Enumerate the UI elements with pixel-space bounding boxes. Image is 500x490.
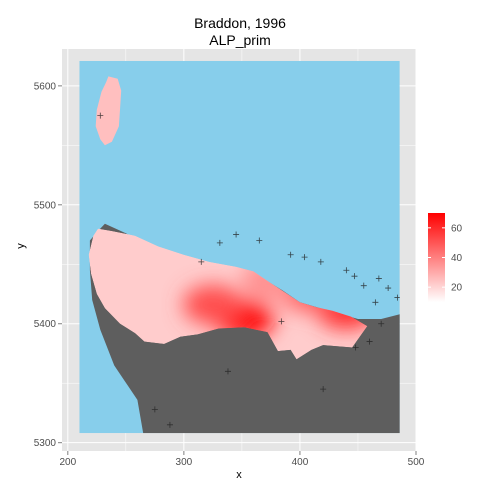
y-tick-label: 5400 <box>34 319 57 330</box>
legend-tick-label: 40 <box>451 253 463 264</box>
legend-ticks: 20 40 60 <box>428 223 463 294</box>
sample-point <box>151 406 158 413</box>
legend-tick-label: 60 <box>451 223 463 234</box>
sample-point <box>352 344 359 351</box>
legend-tick-label: 20 <box>451 283 463 294</box>
legend-colorbar <box>428 213 445 302</box>
sample-point <box>378 320 385 327</box>
sample-point <box>224 368 231 375</box>
sample-point <box>198 258 205 265</box>
hotspot <box>182 284 243 325</box>
y-tick-label: 5500 <box>34 200 57 211</box>
sample-point <box>351 273 358 280</box>
sample-point <box>394 294 400 301</box>
sample-point <box>287 251 294 258</box>
sample-point <box>317 258 324 265</box>
sample-point <box>278 318 285 325</box>
sample-point <box>372 299 379 306</box>
sample-point <box>360 282 367 289</box>
y-tick-label: 5600 <box>34 81 57 92</box>
island-surface <box>95 76 122 146</box>
sample-point <box>375 275 382 282</box>
y-axis-title: y <box>15 243 27 249</box>
raster-layer <box>79 60 400 434</box>
sample-point <box>343 267 350 274</box>
x-tick-label: 200 <box>59 457 76 468</box>
sample-point <box>301 254 308 261</box>
sample-point <box>166 421 173 428</box>
color-legend: 20 40 60 <box>428 213 463 302</box>
sample-point <box>216 239 223 246</box>
sample-point <box>97 112 104 119</box>
sample-point <box>385 285 392 292</box>
x-axis-title: x <box>236 469 242 481</box>
sample-point <box>233 231 240 238</box>
x-axis: 200 300 400 500 <box>59 451 425 468</box>
x-tick-label: 400 <box>292 457 309 468</box>
y-axis: 5300 5400 5500 5600 <box>34 81 62 449</box>
x-tick-label: 500 <box>408 457 425 468</box>
chart-subtitle: ALP_prim <box>209 32 270 48</box>
sample-point <box>366 338 373 345</box>
chart-title: Braddon, 1996 <box>194 15 286 31</box>
x-tick-label: 300 <box>176 457 193 468</box>
sample-point <box>256 237 263 244</box>
y-tick-label: 5300 <box>34 438 57 449</box>
sample-point <box>320 386 327 393</box>
sample-points <box>97 112 400 428</box>
